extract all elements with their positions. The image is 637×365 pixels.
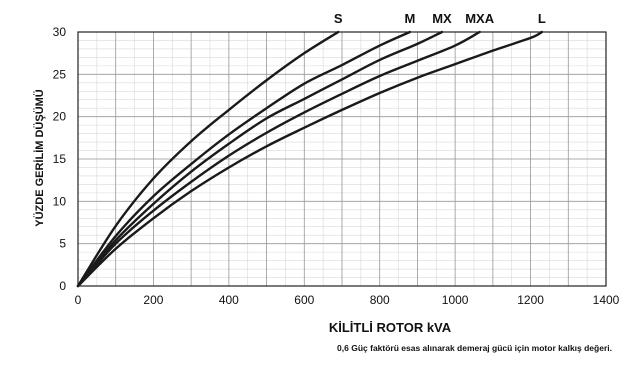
curve-mxa [76,30,481,288]
y-tick-label: 5 [59,237,66,251]
x-tick-label: 1000 [442,293,469,307]
curve-l [76,30,544,288]
y-tick-label: 25 [53,67,67,81]
x-tick-label: 1400 [593,293,620,307]
y-tick-label: 30 [53,25,67,39]
series-labels: S M MX MXA L [334,11,546,26]
curve-mx [76,30,444,288]
x-tick-label: 600 [294,293,314,307]
x-tick-label: 800 [370,293,390,307]
y-tick-labels: 0 5 10 15 20 25 30 [53,25,67,293]
x-tick-label: 1200 [517,293,544,307]
y-tick-label: 0 [59,279,66,293]
curve-s [76,30,340,288]
x-tick-label: 400 [219,293,239,307]
x-tick-labels: 0 200 400 600 800 1000 1200 1400 [75,293,620,307]
series-label-mx: MX [432,11,452,26]
curves-group [76,30,544,288]
curve-m [76,30,412,288]
y-tick-label: 15 [53,152,67,166]
x-axis-title: KİLİTLİ ROTOR kVA [329,320,452,335]
y-tick-label: 20 [53,110,67,124]
series-label-s: S [334,11,343,26]
x-tick-label: 200 [143,293,163,307]
y-tick-label: 10 [53,194,67,208]
y-axis-title: YÜZDE GERİLİM DÜŞÜMÜ [33,89,46,227]
footnote: 0,6 Güç faktörü esas alınarak demeraj gü… [337,343,612,353]
series-label-mxa: MXA [465,11,495,26]
series-label-l: L [538,11,546,26]
plot-frame [77,31,607,287]
series-label-m: M [404,11,415,26]
x-tick-label: 0 [75,293,82,307]
